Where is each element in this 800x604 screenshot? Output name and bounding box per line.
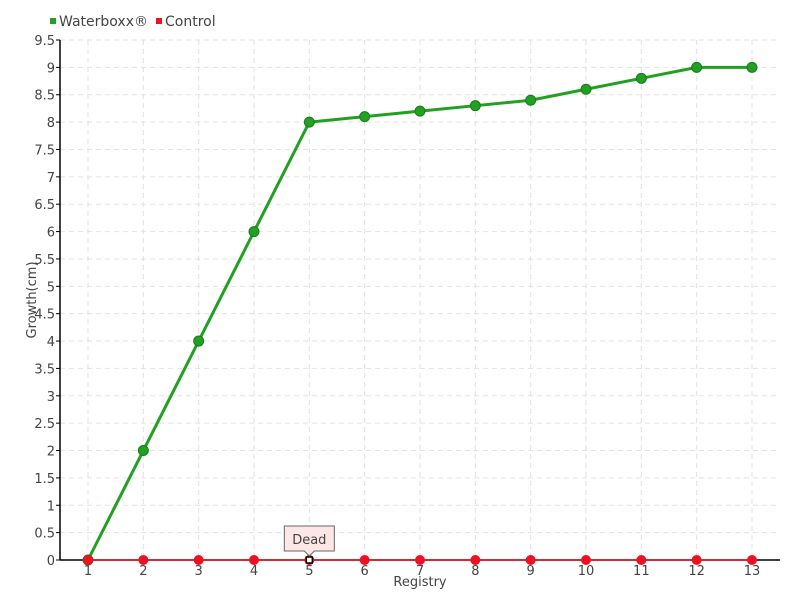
data-point	[470, 555, 481, 565]
x-tick-label: 12	[688, 564, 705, 579]
y-tick-label: 5.5	[34, 253, 55, 268]
annotation-marker	[305, 556, 314, 564]
x-tick-label: 13	[744, 564, 761, 579]
x-tick-label: 3	[195, 564, 203, 579]
x-tick-label: 10	[578, 564, 595, 579]
data-point	[691, 61, 703, 73]
y-tick-label: 0.5	[34, 527, 55, 542]
annotation-box	[283, 525, 335, 557]
data-point	[581, 555, 591, 565]
y-tick-label: 7.5	[34, 143, 55, 158]
y-axis-label: Growth(cm)	[25, 261, 40, 338]
x-tick-label: 4	[250, 564, 258, 579]
x-tick-label: 6	[361, 564, 369, 579]
data-point	[248, 226, 260, 238]
y-tick-label: 8	[47, 116, 55, 131]
y-tick-label: 3.5	[34, 362, 55, 377]
data-point	[193, 335, 205, 347]
y-tick-label: 0	[47, 554, 55, 569]
x-tick-label: 9	[527, 564, 535, 579]
data-point	[359, 111, 371, 123]
data-point	[525, 555, 536, 565]
annotation-label: Dead	[292, 533, 326, 548]
data-point	[415, 555, 425, 565]
data-point	[303, 116, 315, 128]
y-tick-label: 4.5	[34, 308, 55, 323]
y-tick-label: 6.5	[34, 198, 55, 213]
y-tick-label: 6	[47, 226, 55, 241]
data-point	[138, 555, 149, 565]
y-tick-label: 2.5	[34, 417, 55, 432]
y-tick-label: 7	[47, 171, 55, 186]
data-point	[414, 105, 426, 117]
x-axis-label: Registry	[393, 575, 447, 590]
data-point	[249, 555, 259, 565]
data-point	[193, 555, 204, 565]
data-point	[635, 72, 647, 84]
y-tick-label: 8.5	[34, 89, 55, 104]
data-point	[525, 94, 537, 106]
data-point	[83, 555, 93, 565]
x-tick-label: 7	[416, 564, 424, 579]
legend-label: Control	[165, 14, 216, 30]
x-tick-label: 1	[84, 564, 92, 579]
y-tick-label: 1.5	[34, 472, 55, 487]
data-point	[691, 555, 702, 565]
data-point	[747, 555, 757, 565]
y-tick-label: 9	[47, 61, 55, 76]
data-point	[636, 555, 647, 565]
data-point	[359, 555, 370, 565]
y-tick-label: 1	[47, 499, 55, 514]
legend-label: Waterboxx®	[59, 14, 148, 30]
legend-swatch	[155, 18, 162, 24]
y-tick-label: 9.5	[34, 34, 55, 49]
y-tick-label: 2	[47, 445, 55, 460]
legend-swatch	[50, 18, 56, 24]
x-tick-label: 2	[139, 564, 147, 579]
data-point	[137, 445, 149, 457]
data-point	[746, 61, 758, 73]
x-tick-label: 11	[633, 564, 650, 579]
y-tick-label: 3	[47, 390, 55, 405]
data-point	[580, 83, 592, 95]
y-tick-label: 5	[47, 280, 55, 295]
x-tick-label: 5	[305, 564, 313, 579]
data-point	[469, 100, 481, 112]
y-tick-label: 4	[47, 335, 55, 350]
x-tick-label: 8	[471, 564, 479, 579]
